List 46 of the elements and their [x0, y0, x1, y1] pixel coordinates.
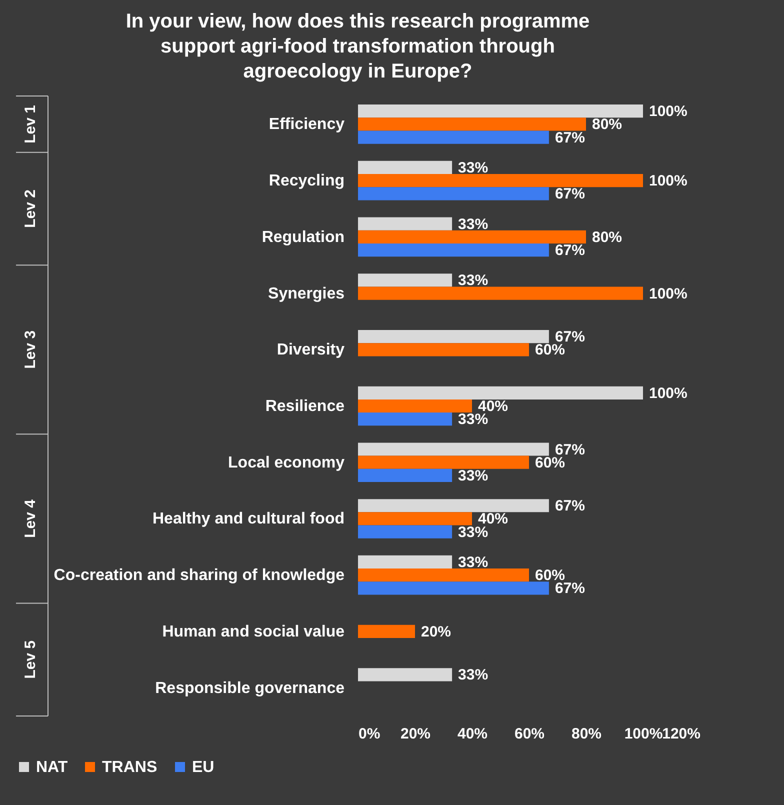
data-label: 33% [458, 467, 488, 484]
x-tick-label: 120% [662, 726, 700, 742]
data-label: 80% [592, 116, 622, 134]
x-tick-label: 40% [457, 726, 488, 742]
data-label: 67% [554, 129, 585, 146]
y-tick-label: Resilience [265, 398, 345, 415]
y-tick-label: Regulation [262, 228, 344, 246]
data-label: 20% [421, 623, 452, 640]
x-tick-label: 80% [571, 726, 602, 742]
text: Lev 3 [22, 330, 39, 369]
y-tick-label: Synergies [268, 285, 345, 302]
chart-title: In your view, how does this research programme support agri-food transformation through agroecology in Europe? [126, 10, 590, 82]
data-label: 100% [649, 285, 688, 302]
text: Lev 2 [22, 190, 39, 228]
data-label: 80% [592, 228, 622, 246]
legend-label: EU [192, 759, 214, 776]
x-tick-label: 20% [400, 726, 431, 742]
data-label: 100% [649, 103, 688, 120]
data-label: 33% [458, 554, 488, 571]
data-label: 67% [554, 580, 585, 598]
text: Lev 4 [22, 498, 39, 538]
data-label: 33% [458, 159, 488, 176]
y-tick-label: Diversity [276, 342, 345, 359]
y-tick-label: Healthy and cultural food [152, 510, 344, 528]
data-label: 33% [458, 666, 488, 684]
y-tick-label: Co-creation and sharing of knowledge [54, 567, 345, 584]
data-label: 67% [554, 498, 585, 515]
y-tick-label: Responsible governance [155, 680, 345, 697]
legend-label: NAT [36, 759, 68, 776]
y-tick-label: Efficiency [268, 116, 345, 134]
data-label: 33% [458, 272, 488, 290]
legend-label: TRANS [102, 759, 158, 776]
data-label: 33% [458, 216, 488, 233]
data-label: 100% [649, 172, 688, 190]
data-label: 67% [554, 242, 585, 260]
data-label: 67% [554, 186, 585, 203]
text: Lev 5 [22, 640, 39, 679]
y-tick-label: Human and social value [162, 623, 345, 640]
y-tick-label: Recycling [268, 172, 344, 190]
x-tick-label: 60% [514, 726, 545, 742]
y-tick-label: Local economy [228, 454, 345, 472]
data-label: 60% [535, 342, 566, 359]
text: Lev 1 [22, 105, 39, 144]
x-tick-label: 100% [624, 726, 663, 742]
x-tick-label: 0% [358, 726, 380, 742]
data-label: 100% [649, 384, 688, 402]
